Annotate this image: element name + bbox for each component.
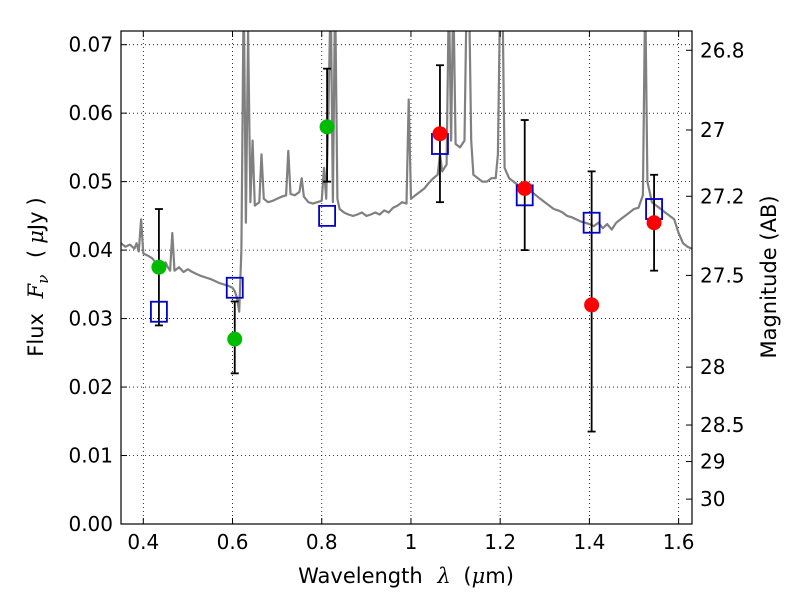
- red-point-marker: [517, 180, 533, 196]
- y2-tick-label: 26.8: [700, 38, 745, 62]
- x-axis-prefix: Wavelength: [298, 564, 423, 588]
- y-tick-label: 0.06: [68, 101, 113, 125]
- x-axis-title: Wavelength λ (μm): [298, 564, 514, 588]
- spectrum-layer: [121, 31, 692, 313]
- y-axis-unit-close: ): [24, 197, 48, 205]
- y-axis-unit-rest: Jy: [24, 211, 48, 232]
- y-tick-label: 0.05: [68, 170, 113, 194]
- x-axis-unit-rest: m): [485, 564, 514, 588]
- square-marker: [150, 300, 168, 323]
- x-tick-label: 0.4: [127, 530, 159, 554]
- red-point-marker: [646, 215, 662, 231]
- green-point-marker: [319, 119, 335, 135]
- green-point-marker: [151, 259, 167, 275]
- y-tick-label: 0.02: [68, 375, 113, 399]
- y2-axis-title: Magnitude (AB): [757, 195, 781, 358]
- green-point-marker: [227, 331, 243, 347]
- square-marker: [318, 204, 336, 227]
- plot-frame: [120, 30, 693, 525]
- x-tick-label: 1.2: [484, 530, 516, 554]
- y-axis-unit-mu: μ: [24, 230, 48, 244]
- y2-tick-label: 28.5: [700, 413, 745, 437]
- square-marker: [582, 211, 601, 234]
- model-spectrum-line: [121, 31, 692, 313]
- y-axis-prefix: Flux: [24, 313, 48, 357]
- markers: [150, 119, 663, 347]
- y2-tick-label: 30: [700, 487, 725, 511]
- y2-tick-label: 27: [700, 118, 725, 142]
- red-point-marker: [432, 126, 448, 142]
- y-tick-label: 0.04: [68, 238, 113, 262]
- y-axis-subscript: ν: [34, 275, 52, 284]
- red-point-marker: [584, 297, 600, 313]
- y-axis-symbol: F: [24, 282, 48, 299]
- square-marker: [225, 276, 244, 299]
- x-tick-label: 1: [405, 530, 418, 554]
- ticks: 0.4 0.6 0.8 1 1.2 1.4 1.6 0.00 0.01 0.02 0.03 0.04 0…: [68, 31, 745, 554]
- y2-tick-label: 29: [700, 450, 725, 474]
- x-axis-unit-mu: μ: [472, 564, 486, 588]
- x-axis-symbol: λ: [436, 564, 450, 588]
- error-bars: [154, 64, 659, 433]
- y-axis-unit-open: (: [24, 250, 48, 258]
- x-axis-unit-open: (: [463, 564, 471, 588]
- y2-tick-label: 27.2: [700, 184, 745, 208]
- y-tick-label: 0.01: [68, 444, 113, 468]
- x-tick-label: 0.8: [306, 530, 338, 554]
- y-axis-title: Flux Fν ( μJy): [24, 197, 53, 356]
- y-tick-label: 0.03: [68, 307, 113, 331]
- x-tick-label: 1.6: [663, 530, 695, 554]
- x-tick-label: 1.4: [573, 530, 605, 554]
- y2-tick-label: 27.5: [700, 263, 745, 287]
- y-tick-label: 0.07: [68, 33, 113, 57]
- y-tick-label: 0.00: [68, 512, 113, 536]
- x-tick-label: 0.6: [217, 530, 249, 554]
- y2-tick-label: 28: [700, 355, 725, 379]
